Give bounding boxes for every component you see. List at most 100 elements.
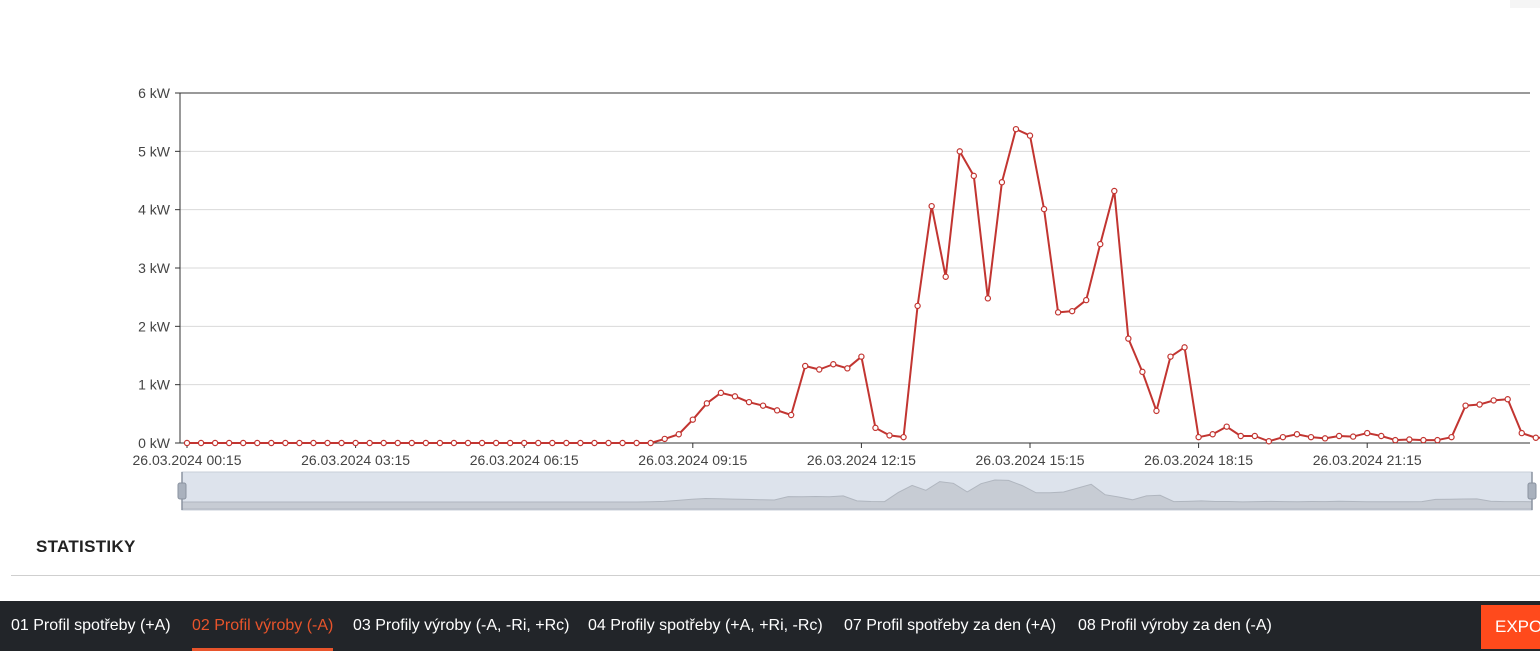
data-point[interactable] — [830, 361, 837, 368]
data-point[interactable] — [1026, 132, 1034, 139]
data-point[interactable] — [1406, 436, 1413, 443]
data-point[interactable] — [464, 439, 472, 447]
data-point[interactable] — [773, 407, 781, 414]
data-point[interactable] — [225, 439, 233, 447]
data-point[interactable] — [844, 365, 851, 372]
data-point[interactable] — [1167, 353, 1174, 360]
tab-production-profile[interactable]: 02 Profil výroby (-A) — [192, 601, 334, 651]
data-point[interactable] — [675, 431, 682, 438]
data-point[interactable] — [1504, 396, 1511, 403]
data-point[interactable] — [1476, 401, 1483, 408]
data-point[interactable] — [998, 179, 1006, 186]
data-point[interactable] — [1532, 434, 1540, 441]
data-point[interactable] — [239, 439, 247, 447]
data-point[interactable] — [408, 439, 415, 447]
data-point[interactable] — [872, 424, 879, 432]
data-point[interactable] — [1111, 187, 1118, 195]
data-point[interactable] — [282, 439, 289, 447]
data-point[interactable] — [1209, 431, 1216, 438]
data-point[interactable] — [1054, 309, 1062, 316]
export-button[interactable]: EXPORT — [1481, 605, 1540, 649]
data-point[interactable] — [1279, 433, 1287, 441]
data-point[interactable] — [745, 398, 753, 406]
data-point[interactable] — [1392, 436, 1399, 444]
data-point[interactable] — [338, 439, 345, 447]
data-point[interactable] — [717, 389, 725, 397]
data-point[interactable] — [1378, 432, 1385, 440]
data-point[interactable] — [661, 435, 668, 443]
data-point[interactable] — [1307, 433, 1315, 441]
tab-daily-consumption-profile[interactable]: 07 Profil spotřeby za den (+A) — [844, 617, 1057, 634]
data-point[interactable] — [816, 366, 823, 373]
data-point[interactable] — [211, 439, 219, 447]
data-point[interactable] — [1068, 307, 1076, 315]
data-point[interactable] — [1321, 435, 1329, 442]
data-point[interactable] — [492, 439, 500, 447]
data-point[interactable] — [1363, 429, 1371, 437]
data-point[interactable] — [310, 439, 317, 447]
data-point[interactable] — [858, 353, 865, 360]
data-point[interactable] — [352, 439, 359, 447]
data-point[interactable] — [1195, 433, 1202, 441]
zoom-handle-left[interactable] — [177, 482, 187, 500]
data-point[interactable] — [506, 439, 514, 447]
data-point[interactable] — [450, 439, 458, 447]
data-point[interactable] — [478, 439, 486, 447]
zoom-handle-right[interactable] — [1527, 482, 1537, 500]
data-point[interactable] — [1139, 368, 1146, 376]
data-point[interactable] — [759, 402, 767, 409]
data-point[interactable] — [563, 439, 570, 447]
data-point[interactable] — [380, 439, 387, 447]
data-point[interactable] — [1237, 432, 1244, 440]
data-point[interactable] — [1518, 429, 1525, 437]
data-point[interactable] — [535, 439, 542, 447]
data-point[interactable] — [1434, 436, 1441, 444]
data-point[interactable] — [1012, 125, 1020, 133]
data-point[interactable] — [1265, 438, 1273, 445]
data-point[interactable] — [1490, 397, 1497, 404]
data-point[interactable] — [619, 439, 626, 447]
data-point[interactable] — [577, 439, 584, 447]
data-point[interactable] — [1349, 433, 1357, 440]
data-point[interactable] — [802, 362, 809, 370]
data-point[interactable] — [268, 439, 275, 447]
data-point[interactable] — [324, 439, 331, 447]
data-point[interactable] — [633, 439, 640, 447]
zoom-slider[interactable] — [177, 471, 1537, 511]
data-point[interactable] — [1448, 433, 1455, 441]
data-point[interactable] — [914, 302, 921, 310]
tab-consumption-profile[interactable]: 01 Profil spotřeby (+A) — [11, 617, 171, 634]
data-point[interactable] — [703, 400, 711, 407]
data-point[interactable] — [521, 439, 528, 447]
data-point[interactable] — [394, 439, 401, 447]
data-point[interactable] — [984, 295, 992, 302]
data-point[interactable] — [1420, 436, 1427, 444]
data-point[interactable] — [1462, 402, 1469, 409]
data-point[interactable] — [731, 393, 739, 400]
data-point[interactable] — [549, 439, 556, 447]
data-point[interactable] — [900, 433, 907, 441]
data-point[interactable] — [970, 172, 978, 180]
data-point[interactable] — [942, 273, 949, 280]
tab-daily-production-profile[interactable]: 08 Profil výroby za den (-A) — [1078, 617, 1272, 634]
data-point[interactable] — [1082, 296, 1090, 304]
tab-production-profiles[interactable]: 03 Profily výroby (-A, -Ri, +Rc) — [353, 617, 570, 634]
tab-consumption-profiles[interactable]: 04 Profily spotřeby (+A, +Ri, -Rc) — [588, 617, 823, 634]
data-point[interactable] — [689, 416, 697, 423]
data-point[interactable] — [296, 439, 303, 447]
data-point[interactable] — [956, 148, 963, 155]
data-point[interactable] — [366, 439, 373, 447]
data-point[interactable] — [1223, 423, 1230, 430]
data-point[interactable] — [1040, 205, 1048, 213]
data-point[interactable] — [647, 439, 654, 447]
data-point[interactable] — [928, 202, 935, 210]
data-point[interactable] — [1125, 335, 1132, 342]
data-point[interactable] — [183, 439, 191, 447]
data-point[interactable] — [1097, 240, 1104, 248]
data-point[interactable] — [787, 411, 795, 419]
data-point[interactable] — [1293, 431, 1301, 438]
data-point[interactable] — [197, 439, 205, 447]
data-point[interactable] — [1335, 432, 1343, 440]
data-point[interactable] — [886, 432, 893, 439]
data-point[interactable] — [605, 439, 612, 447]
